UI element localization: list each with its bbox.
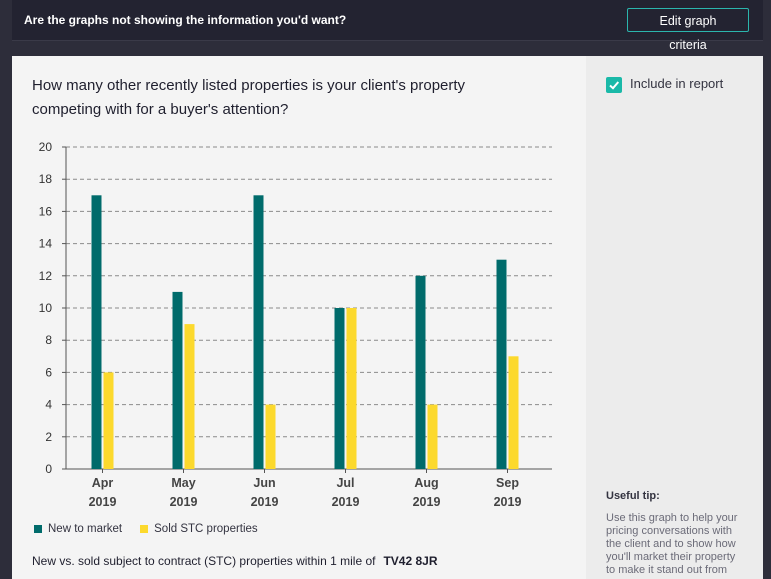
bar-sold-stc <box>184 324 195 469</box>
legend-item-sold-stc: Sold STC properties <box>140 523 258 535</box>
x-tick-label-month: Aug <box>414 476 438 490</box>
x-tick-label-year: 2019 <box>251 495 279 509</box>
x-tick-label-year: 2019 <box>494 495 522 509</box>
bar-sold-stc <box>103 372 114 469</box>
title-line-2: competing with for a buyer's attention? <box>32 101 289 118</box>
footnote-text: New vs. sold subject to contract (STC) p… <box>32 554 376 568</box>
useful-tip-title: Useful tip: <box>606 490 660 502</box>
legend-item-new-to-market: New to market <box>34 523 122 535</box>
checkmark-icon <box>609 81 620 90</box>
useful-tip-text: Use this graph to help your pricing conv… <box>606 512 738 576</box>
bar-sold-stc <box>508 356 519 469</box>
y-tick-label: 14 <box>39 237 53 251</box>
bar-new-to-market <box>172 291 183 469</box>
bar-new-to-market <box>334 308 345 469</box>
include-in-report-label[interactable]: Include in report <box>630 76 724 91</box>
y-tick-label: 16 <box>39 204 53 218</box>
graph-card: How many other recently listed propertie… <box>12 56 763 579</box>
legend-label-sold-stc: Sold STC properties <box>154 523 258 535</box>
bar-new-to-market <box>253 195 264 470</box>
x-tick-label-year: 2019 <box>332 495 360 509</box>
bar-new-to-market <box>496 259 507 469</box>
chart-legend: New to market Sold STC properties <box>34 523 276 535</box>
postcode: TV42 8JR <box>383 554 438 568</box>
legend-swatch-sold-stc <box>140 525 149 533</box>
y-tick-label: 12 <box>39 269 53 283</box>
y-tick-label: 6 <box>45 365 52 379</box>
chart-footnote: New vs. sold subject to contract (STC) p… <box>32 554 438 568</box>
y-tick-label: 8 <box>45 333 52 347</box>
bar-sold-stc <box>346 308 357 469</box>
x-tick-label-year: 2019 <box>89 495 117 509</box>
x-tick-label-month: May <box>171 476 195 490</box>
include-in-report-checkbox[interactable] <box>606 77 622 93</box>
x-tick-label-month: Jul <box>336 476 354 490</box>
y-tick-label: 0 <box>45 462 52 476</box>
report-sidebar: Include in report Useful tip: Use this g… <box>586 56 763 579</box>
x-tick-label-year: 2019 <box>170 495 198 509</box>
bar-sold-stc <box>265 404 276 469</box>
bar-new-to-market <box>415 275 426 469</box>
legend-swatch-new-to-market <box>34 525 42 533</box>
y-tick-label: 18 <box>39 172 53 186</box>
bar-sold-stc <box>427 404 438 469</box>
criteria-bar: Are the graphs not showing the informati… <box>12 0 763 52</box>
title-line-1: How many other recently listed propertie… <box>32 77 466 94</box>
criteria-question: Are the graphs not showing the informati… <box>24 13 347 27</box>
y-tick-label: 20 <box>39 140 53 154</box>
legend-label-new-to-market: New to market <box>48 523 123 535</box>
chart-question-title: How many other recently listed propertie… <box>32 74 532 122</box>
chart-panel: How many other recently listed propertie… <box>12 56 586 579</box>
x-tick-label-year: 2019 <box>413 495 441 509</box>
y-tick-label: 4 <box>45 398 52 412</box>
bar-new-to-market <box>91 195 102 470</box>
x-tick-label-month: Sep <box>496 476 519 490</box>
bar-chart: 0 2 4 6 8 10 12 14 16 18 20 Apr 2019 May 2019 Jun 2019 Ju… <box>39 140 552 509</box>
x-tick-label-month: Apr <box>92 476 114 490</box>
y-tick-label: 2 <box>45 430 52 444</box>
y-tick-label: 10 <box>39 301 53 315</box>
edit-graph-criteria-button[interactable]: Edit graph criteria <box>627 8 749 52</box>
x-tick-label-month: Jun <box>253 476 275 490</box>
